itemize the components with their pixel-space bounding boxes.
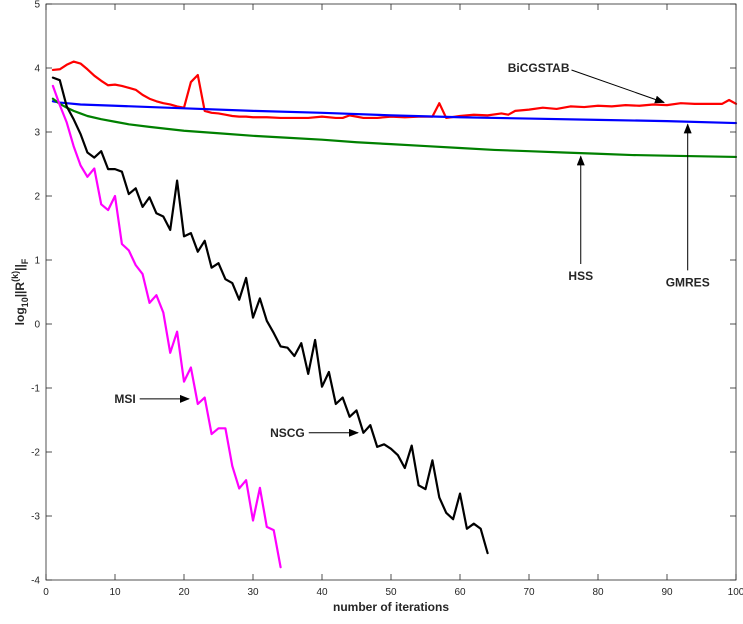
x-tick-label: 90: [661, 587, 673, 598]
y-tick-label: -4: [31, 576, 40, 587]
x-tick-label: 50: [385, 587, 397, 598]
y-tick-label: -1: [31, 384, 40, 395]
series-layer: [51, 60, 738, 569]
x-axis: 0 10 20 30 40 50 60 70 80 90 100: [43, 4, 743, 598]
y-tick-label: -3: [31, 512, 40, 523]
annotation-label-gmres: GMRES: [666, 275, 710, 289]
y-axis-label: log10||R(k)||F: [10, 258, 30, 325]
series-line-nscg: [51, 76, 489, 555]
x-tick-label: 0: [43, 587, 49, 598]
plot-area-background: [46, 4, 736, 580]
x-tick-label: 70: [523, 587, 535, 598]
series-line-hss: [51, 97, 738, 159]
series-line-msi: [51, 84, 282, 569]
x-tick-label: 60: [454, 587, 466, 598]
annotation-label-hss: HSS: [568, 269, 593, 283]
annotation-label-nscg: NSCG: [270, 426, 305, 440]
annotation-label-msi: MSI: [114, 392, 135, 406]
x-axis-label: number of iterations: [333, 600, 449, 614]
y-axis: -4 -3 -2 -1 0 1 2 3 4 5: [31, 0, 736, 587]
x-tick-label: 20: [178, 587, 190, 598]
y-tick-label: 4: [34, 64, 40, 75]
y-tick-label: 1: [34, 256, 40, 267]
x-tick-label: 30: [247, 587, 259, 598]
series-line-bicgstab: [51, 60, 738, 120]
y-tick-label: 0: [34, 320, 40, 331]
y-tick-label: 5: [34, 0, 40, 11]
y-tick-label: 3: [34, 128, 40, 139]
annotation-layer: BiCGSTAB GMRES HSS NSCG MSI: [114, 61, 709, 440]
series-line-gmres: [51, 100, 738, 125]
y-tick-label: -2: [31, 448, 40, 459]
x-tick-label: 40: [316, 587, 328, 598]
y-tick-label: 2: [34, 192, 40, 203]
x-tick-label: 10: [109, 587, 121, 598]
annotation-arrow-bicgstab: [571, 69, 665, 104]
x-tick-label: 100: [728, 587, 743, 598]
x-tick-label: 80: [592, 587, 604, 598]
annotation-label-bicgstab: BiCGSTAB: [508, 61, 570, 75]
